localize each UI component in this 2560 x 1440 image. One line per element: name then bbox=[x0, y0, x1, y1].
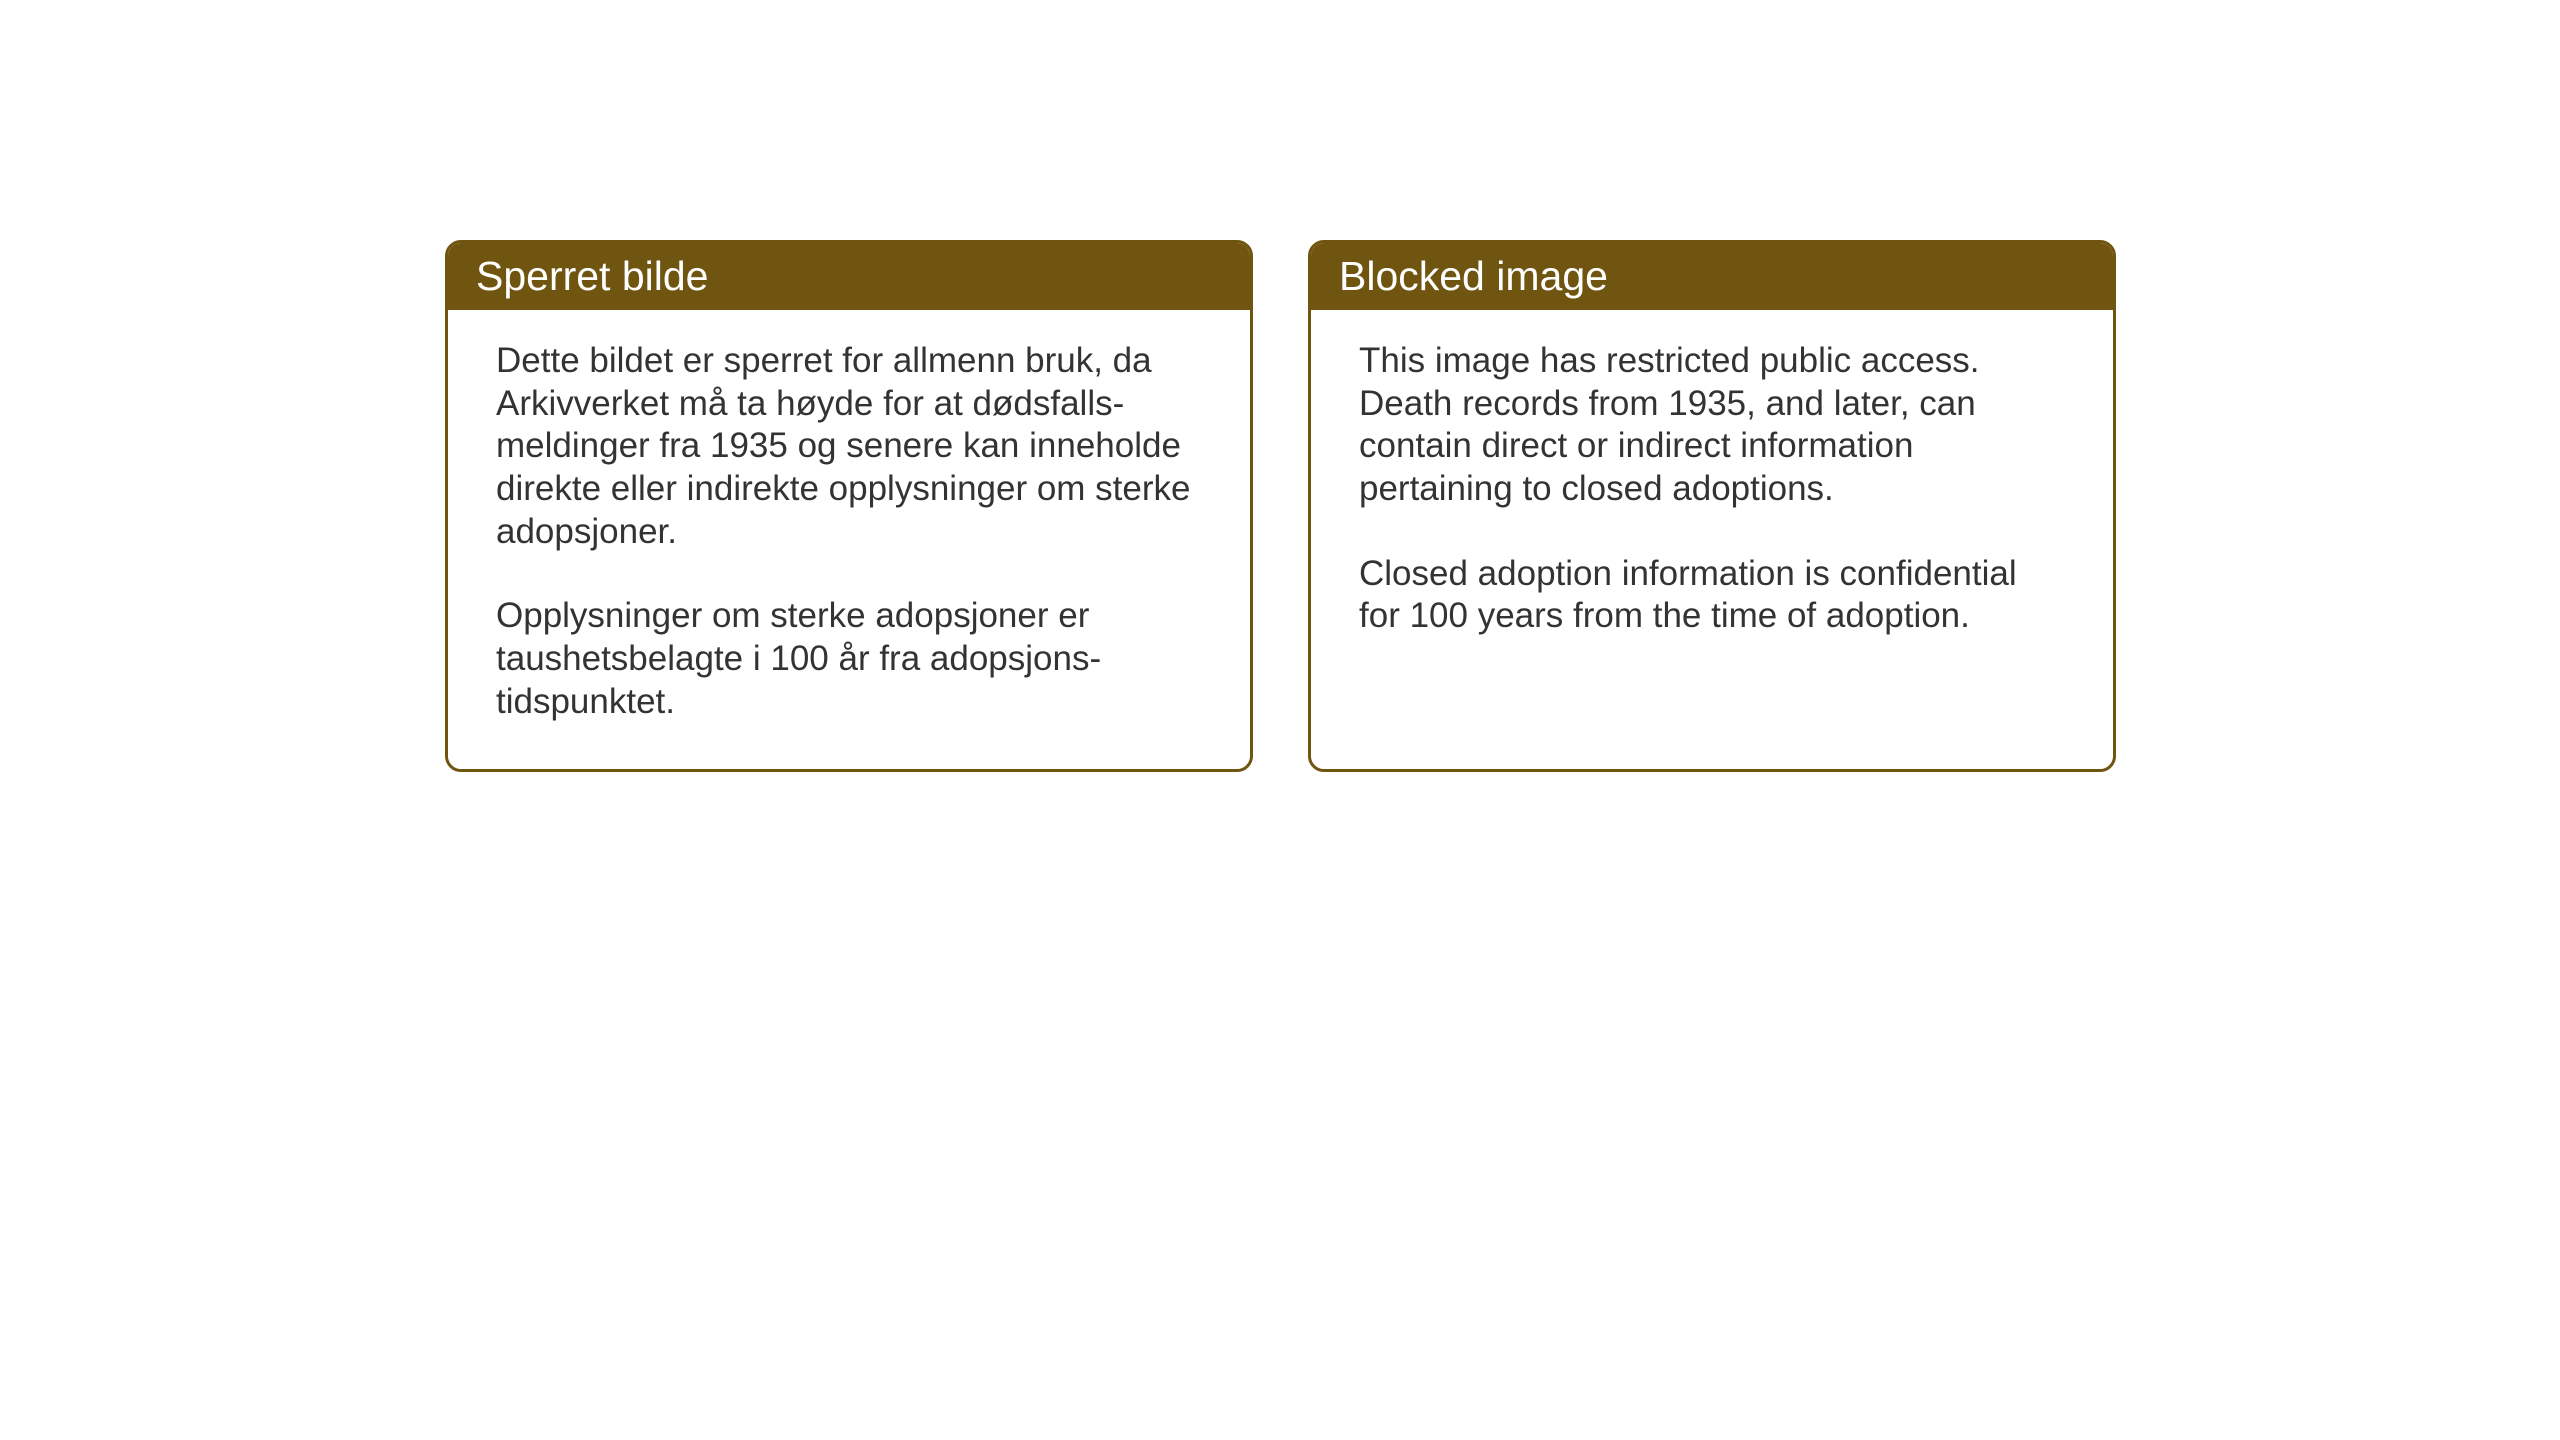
notice-header-norwegian: Sperret bilde bbox=[448, 243, 1250, 310]
notice-header-english: Blocked image bbox=[1311, 243, 2113, 310]
notice-paragraph-norwegian-2: Opplysninger om sterke adopsjoner er tau… bbox=[496, 595, 1202, 723]
notice-paragraph-english-2: Closed adoption information is confident… bbox=[1359, 553, 2065, 638]
notice-title-norwegian: Sperret bilde bbox=[476, 253, 708, 299]
notice-card-english: Blocked image This image has restricted … bbox=[1308, 240, 2116, 772]
notice-container: Sperret bilde Dette bildet er sperret fo… bbox=[445, 240, 2116, 772]
notice-body-norwegian: Dette bildet er sperret for allmenn bruk… bbox=[448, 310, 1250, 769]
notice-paragraph-english-1: This image has restricted public access.… bbox=[1359, 340, 2065, 511]
notice-card-norwegian: Sperret bilde Dette bildet er sperret fo… bbox=[445, 240, 1253, 772]
notice-paragraph-norwegian-1: Dette bildet er sperret for allmenn bruk… bbox=[496, 340, 1202, 553]
notice-title-english: Blocked image bbox=[1339, 253, 1608, 299]
notice-body-english: This image has restricted public access.… bbox=[1311, 310, 2113, 683]
